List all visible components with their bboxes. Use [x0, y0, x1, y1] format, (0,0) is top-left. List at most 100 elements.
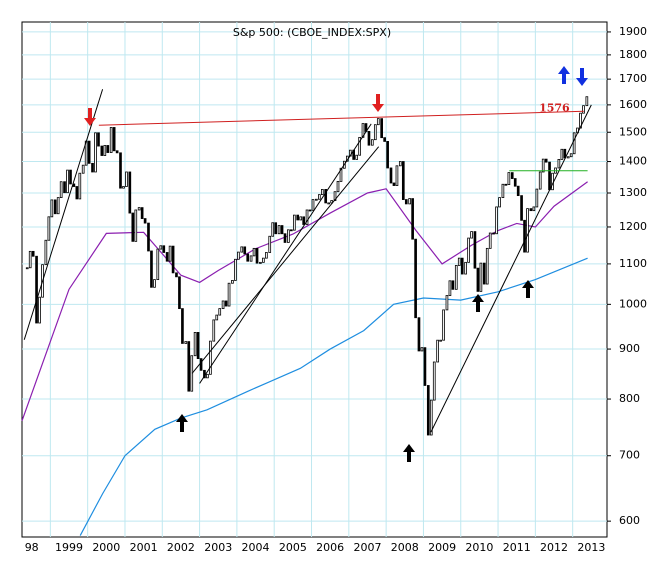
y-tick-label: 1100: [619, 257, 647, 270]
candle-body: [25, 267, 29, 270]
candle-body: [544, 158, 548, 163]
candle-body: [582, 105, 585, 114]
y-tick-label: 1500: [619, 125, 647, 138]
candle-body: [495, 206, 498, 235]
y-tick-label: 800: [619, 392, 640, 405]
arrow-down: [576, 68, 588, 86]
candle-body: [302, 216, 306, 225]
candle-body: [115, 150, 119, 154]
x-tick-label: 2012: [540, 541, 568, 554]
candle-body: [526, 208, 529, 253]
candle-body: [423, 347, 427, 386]
candle-body: [569, 153, 573, 158]
candle-body: [109, 127, 113, 153]
candle-body: [367, 131, 371, 146]
candle-body: [137, 207, 141, 211]
chart-title: S&p 500: (CBOE_INDEX:SPX): [233, 26, 391, 39]
x-tick-label: 98: [25, 541, 39, 554]
y-tick-label: 600: [619, 514, 640, 527]
candle-body: [482, 262, 486, 285]
candle-body: [134, 209, 138, 242]
x-tick-label: 2005: [279, 541, 307, 554]
candle-body: [63, 181, 66, 194]
candle-body: [38, 296, 41, 324]
y-tick-label: 1300: [619, 186, 647, 199]
candle-body: [287, 229, 290, 243]
candle-body: [128, 171, 132, 214]
candle-body: [376, 118, 380, 126]
candle-body: [262, 257, 265, 263]
candle-body: [168, 245, 172, 262]
candle-body: [75, 186, 79, 200]
candle-body: [411, 198, 414, 240]
candle-body: [296, 214, 300, 221]
candle-body: [147, 222, 150, 252]
trend-line: [23, 89, 104, 340]
arrow-down: [372, 94, 384, 112]
candle-body: [383, 137, 386, 142]
candle-body: [100, 145, 104, 156]
candle-body: [265, 252, 268, 259]
candle-body: [196, 332, 200, 359]
candle-body: [339, 167, 343, 182]
candle-body: [442, 309, 445, 341]
candle-body: [358, 136, 361, 156]
x-tick-label: 2006: [316, 541, 344, 554]
candle-body: [432, 361, 436, 401]
candle-body: [318, 194, 321, 200]
candle-body: [498, 197, 501, 208]
candle-body: [156, 248, 160, 281]
arrow-up: [403, 444, 415, 462]
candle-body: [106, 145, 110, 153]
arrow-up: [176, 414, 188, 432]
candle-body: [140, 207, 144, 219]
candle-body: [259, 261, 262, 264]
candle-body: [479, 262, 483, 292]
candle-body: [572, 132, 576, 155]
y-tick-label: 1700: [619, 72, 647, 85]
candle-body: [426, 385, 430, 436]
grid: [22, 22, 607, 537]
candle-body: [175, 272, 178, 278]
arrows: [84, 66, 588, 462]
y-tick-label: 1900: [619, 25, 647, 38]
candle-body: [529, 208, 533, 212]
candle-body: [448, 280, 452, 296]
candle-body: [585, 96, 589, 107]
candle-body: [464, 261, 467, 275]
arrow-down: [84, 108, 96, 126]
y-tick-label: 1600: [619, 98, 647, 111]
candle-body: [268, 235, 272, 253]
candle-body: [389, 167, 393, 184]
arrow-up: [472, 294, 484, 312]
candle-body: [457, 257, 461, 266]
candle-body: [414, 238, 417, 319]
candle-body: [408, 198, 411, 205]
candle-body: [501, 183, 505, 198]
candle-body: [299, 216, 303, 221]
candle-body: [227, 282, 231, 307]
candle-body: [361, 123, 365, 138]
candle-body: [47, 216, 51, 241]
candle-body: [488, 232, 492, 249]
candle-body: [398, 161, 402, 167]
candle-body: [218, 308, 222, 316]
candle-body: [119, 152, 122, 189]
y-tick-label: 900: [619, 342, 640, 355]
candle-body: [255, 247, 259, 264]
y-tick-label: 1000: [619, 297, 647, 310]
candle-body: [78, 172, 82, 200]
candle-body: [429, 399, 433, 436]
y-tick-label: 1800: [619, 48, 647, 61]
candle-body: [53, 199, 57, 215]
candle-body: [237, 251, 240, 260]
candle-body: [476, 267, 480, 292]
candle-body: [436, 339, 439, 363]
candle-body: [538, 171, 542, 190]
candle-body: [492, 232, 495, 235]
candle-body: [231, 280, 234, 284]
x-tick-label: 2010: [465, 541, 493, 554]
candle-body: [532, 206, 536, 212]
candle-body: [315, 198, 318, 201]
x-tick-label: 1999: [55, 541, 83, 554]
